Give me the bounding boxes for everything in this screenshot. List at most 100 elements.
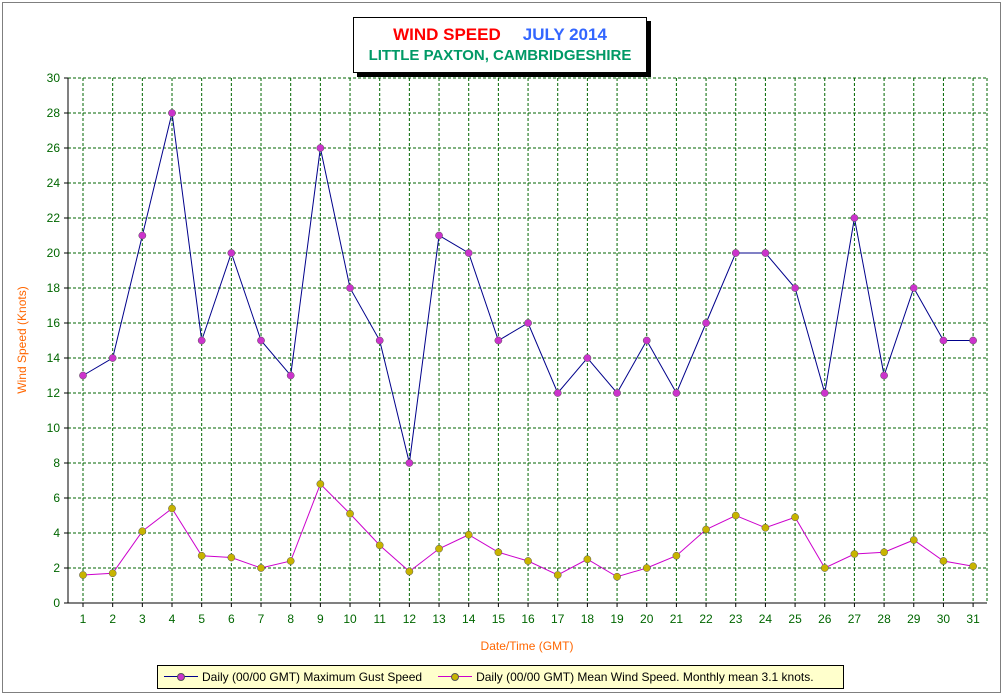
- data-point: [731, 511, 740, 520]
- data-point: [761, 249, 770, 257]
- data-point: [820, 389, 829, 397]
- data-point: [316, 144, 325, 152]
- data-point: [613, 389, 621, 397]
- x-tick-label: 15: [492, 612, 506, 626]
- x-tick-label: 23: [729, 612, 743, 626]
- data-point: [108, 569, 117, 578]
- data-point: [464, 530, 473, 539]
- data-point: [346, 284, 354, 292]
- data-point: [553, 389, 562, 397]
- x-tick-label: 20: [640, 612, 654, 626]
- data-point: [880, 548, 888, 557]
- data-point: [969, 562, 977, 571]
- data-point: [702, 319, 710, 327]
- data-point: [286, 371, 295, 380]
- chart-title-box: WIND SPEED JULY 2014 LITTLE PAXTON, CAMBR…: [353, 17, 647, 73]
- x-tick-label: 29: [907, 612, 921, 626]
- data-point: [939, 557, 948, 565]
- x-tick-label: 17: [551, 612, 565, 626]
- y-tick-label: 8: [53, 456, 60, 470]
- x-tick-label: 10: [343, 612, 357, 626]
- x-tick-label: 1: [80, 612, 87, 626]
- data-point: [494, 548, 503, 557]
- data-point: [405, 567, 414, 576]
- x-tick-label: 26: [818, 612, 832, 626]
- data-point: [850, 214, 859, 222]
- data-point: [553, 571, 562, 579]
- data-point: [642, 336, 651, 345]
- data-point: [435, 544, 443, 553]
- data-point: [79, 571, 87, 579]
- data-point: [464, 249, 473, 257]
- chart-title: WIND SPEED JULY 2014: [354, 25, 646, 45]
- data-point: [375, 541, 384, 550]
- data-point: [731, 249, 740, 257]
- x-tick-label: 4: [169, 612, 176, 626]
- data-point: [583, 354, 592, 362]
- data-point: [702, 525, 710, 534]
- x-tick-label: 22: [699, 612, 713, 626]
- x-tick-label: 21: [670, 612, 684, 626]
- data-point: [583, 555, 592, 564]
- data-point: [939, 336, 948, 345]
- series-mean-wind: [79, 480, 977, 581]
- data-point: [524, 557, 532, 565]
- x-tick-label: 19: [610, 612, 624, 626]
- chart-title-main: WIND SPEED: [393, 25, 501, 44]
- data-point: [257, 564, 265, 572]
- x-tick-label: 7: [258, 612, 265, 626]
- legend: Daily (00/00 GMT) Maximum Gust Speed Dai…: [157, 665, 844, 689]
- y-tick-label: 16: [47, 316, 61, 330]
- legend-item-mean: Daily (00/00 GMT) Mean Wind Speed. Month…: [432, 670, 814, 684]
- data-point: [108, 354, 117, 362]
- data-point: [227, 553, 236, 562]
- y-tick-label: 30: [47, 71, 61, 85]
- y-tick-label: 26: [47, 141, 61, 155]
- x-tick-label: 6: [228, 612, 235, 626]
- x-tick-label: 27: [848, 612, 862, 626]
- data-point: [197, 336, 206, 345]
- data-point: [909, 284, 918, 292]
- x-tick-label: 5: [198, 612, 205, 626]
- data-point: [138, 527, 147, 536]
- data-point: [850, 550, 859, 558]
- data-point: [286, 557, 295, 565]
- x-tick-label: 24: [759, 612, 773, 626]
- x-tick-label: 25: [788, 612, 802, 626]
- data-point: [346, 509, 354, 518]
- data-point: [227, 249, 236, 257]
- data-point: [79, 371, 87, 380]
- x-tick-label: 31: [966, 612, 980, 626]
- y-tick-label: 4: [53, 526, 60, 540]
- y-tick-label: 2: [53, 561, 60, 575]
- x-tick-label: 14: [462, 612, 476, 626]
- x-tick-label: 2: [109, 612, 116, 626]
- data-point: [524, 319, 532, 327]
- y-tick-label: 0: [53, 596, 60, 610]
- data-point: [791, 284, 799, 292]
- x-tick-label: 30: [937, 612, 951, 626]
- data-point: [791, 513, 799, 522]
- y-tick-label: 10: [47, 421, 61, 435]
- data-point: [494, 336, 503, 345]
- data-point: [316, 480, 325, 488]
- chart-subtitle: LITTLE PAXTON, CAMBRIDGESHIRE: [368, 47, 632, 64]
- data-point: [257, 336, 265, 345]
- legend-swatch-mean: [438, 672, 473, 682]
- data-point: [909, 536, 918, 544]
- data-point: [672, 389, 681, 397]
- x-tick-label: 18: [581, 612, 595, 626]
- x-tick-label: 8: [287, 612, 294, 626]
- y-tick-label: 18: [47, 281, 61, 295]
- data-point: [435, 231, 443, 240]
- legend-item-gust: Daily (00/00 GMT) Maximum Gust Speed: [158, 670, 422, 684]
- x-tick-label: 3: [139, 612, 146, 626]
- data-point: [613, 572, 621, 581]
- y-tick-label: 12: [47, 386, 61, 400]
- data-point: [405, 459, 414, 467]
- y-tick-label: 28: [47, 106, 61, 120]
- data-point: [642, 564, 651, 572]
- data-point: [197, 551, 206, 560]
- legend-label-gust: Daily (00/00 GMT) Maximum Gust Speed: [202, 670, 423, 684]
